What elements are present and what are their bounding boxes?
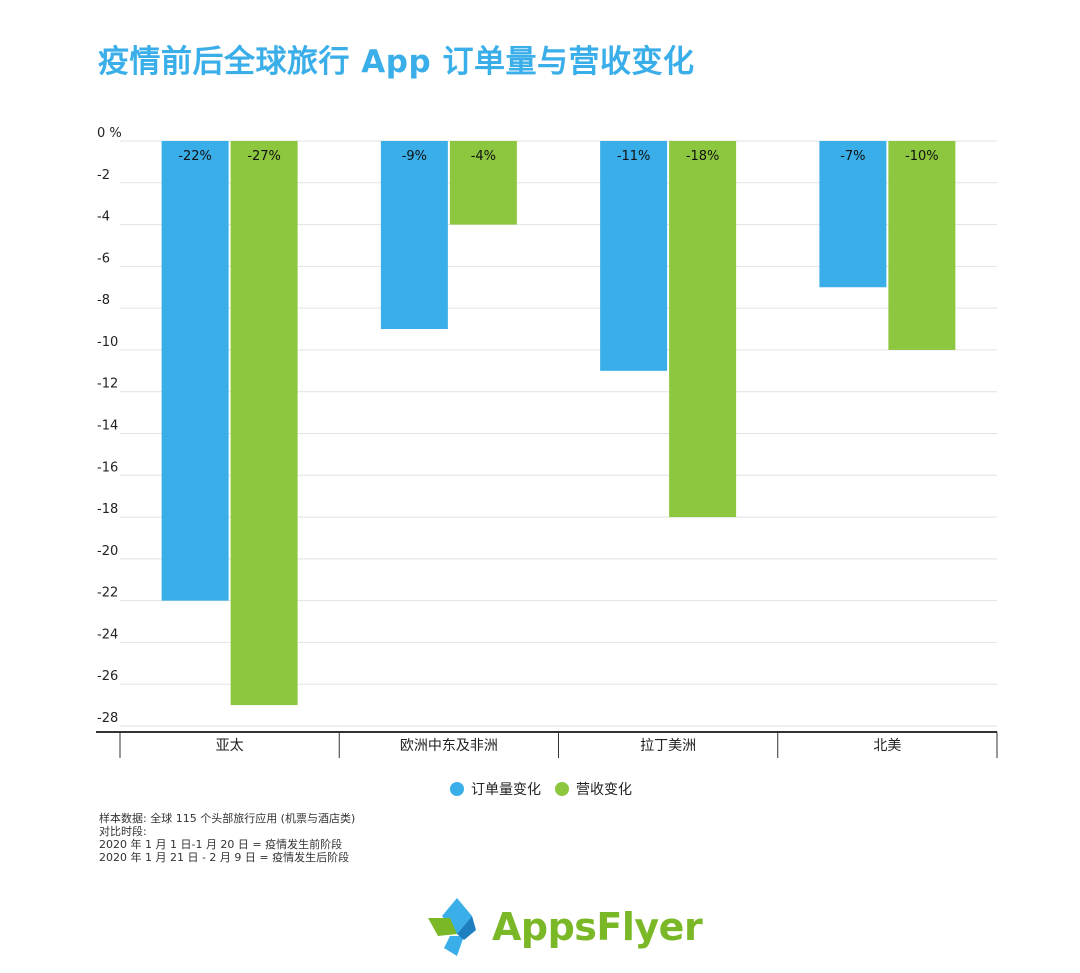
bar bbox=[669, 141, 737, 518]
bar bbox=[380, 141, 448, 330]
legend-swatch-revenue bbox=[555, 782, 569, 796]
y-tick-label: -20 bbox=[97, 544, 118, 559]
x-tick-label: 拉丁美洲 bbox=[640, 738, 696, 754]
appsflyer-logo-icon bbox=[428, 898, 476, 956]
x-tick-label: 北美 bbox=[873, 738, 901, 754]
data-label: -11% bbox=[617, 149, 651, 164]
data-label: -27% bbox=[247, 149, 281, 164]
note-period-after: 2020 年 1 月 21 日 - 2 月 9 日 = 疫情发生后阶段 bbox=[99, 851, 350, 864]
data-label: -18% bbox=[686, 149, 720, 164]
legend-item-revenue: 营收变化 bbox=[555, 779, 632, 799]
note-period-before: 2020 年 1 月 1 日-1 月 20 日 = 疫情发生前阶段 bbox=[99, 838, 343, 851]
y-tick-label: 0 % bbox=[97, 126, 122, 141]
bar bbox=[449, 141, 517, 225]
y-tick-label: -18 bbox=[97, 502, 118, 517]
y-tick-label: -26 bbox=[97, 669, 118, 684]
data-label: -4% bbox=[471, 149, 496, 164]
legend-label-revenue: 营收变化 bbox=[576, 782, 632, 798]
sample-notes: 样本数据: 全球 115 个头部旅行应用 (机票与酒店类) 对比时段: 2020… bbox=[99, 812, 355, 864]
data-label: -22% bbox=[178, 149, 212, 164]
note-period-heading: 对比时段: bbox=[99, 825, 147, 838]
y-tick-label: -2 bbox=[97, 168, 110, 183]
appsflyer-logo: AppsFlyer bbox=[426, 896, 703, 958]
note-sample: 样本数据: 全球 115 个头部旅行应用 (机票与酒店类) bbox=[99, 812, 356, 825]
y-tick-label: -10 bbox=[97, 335, 118, 350]
data-label: -7% bbox=[840, 149, 865, 164]
logo-text: AppsFlyer bbox=[492, 905, 703, 949]
y-tick-label: -24 bbox=[97, 627, 118, 642]
bar-chart: 0 % -2 -4 -6 -8 -10 -12 -14 -16 -18 -20 -22 -24 -26 -2… bbox=[96, 126, 998, 758]
y-tick-label: -16 bbox=[97, 460, 118, 475]
y-tick-label: -28 bbox=[97, 711, 118, 726]
data-label: -9% bbox=[402, 149, 427, 164]
y-tick-label: -14 bbox=[97, 419, 118, 434]
bar bbox=[600, 141, 668, 371]
bar bbox=[819, 141, 887, 288]
y-tick-label: -22 bbox=[97, 586, 118, 601]
x-tick-label: 亚太 bbox=[216, 738, 244, 754]
legend-swatch-orders bbox=[450, 782, 464, 796]
x-tick-label: 欧洲中东及非洲 bbox=[400, 738, 498, 754]
legend: 订单量变化 营收变化 bbox=[450, 779, 640, 799]
bar bbox=[230, 141, 298, 706]
bar bbox=[888, 141, 956, 350]
legend-label-orders: 订单量变化 bbox=[471, 782, 541, 798]
y-tick-label: -4 bbox=[97, 210, 110, 225]
y-tick-label: -12 bbox=[97, 377, 118, 392]
bar bbox=[161, 141, 229, 601]
y-tick-label: -6 bbox=[97, 251, 110, 266]
chart-title: 疫情前后全球旅行 App 订单量与营收变化 bbox=[98, 44, 695, 80]
data-label: -10% bbox=[905, 149, 939, 164]
legend-item-orders: 订单量变化 bbox=[450, 779, 541, 799]
y-tick-label: -8 bbox=[97, 293, 110, 308]
